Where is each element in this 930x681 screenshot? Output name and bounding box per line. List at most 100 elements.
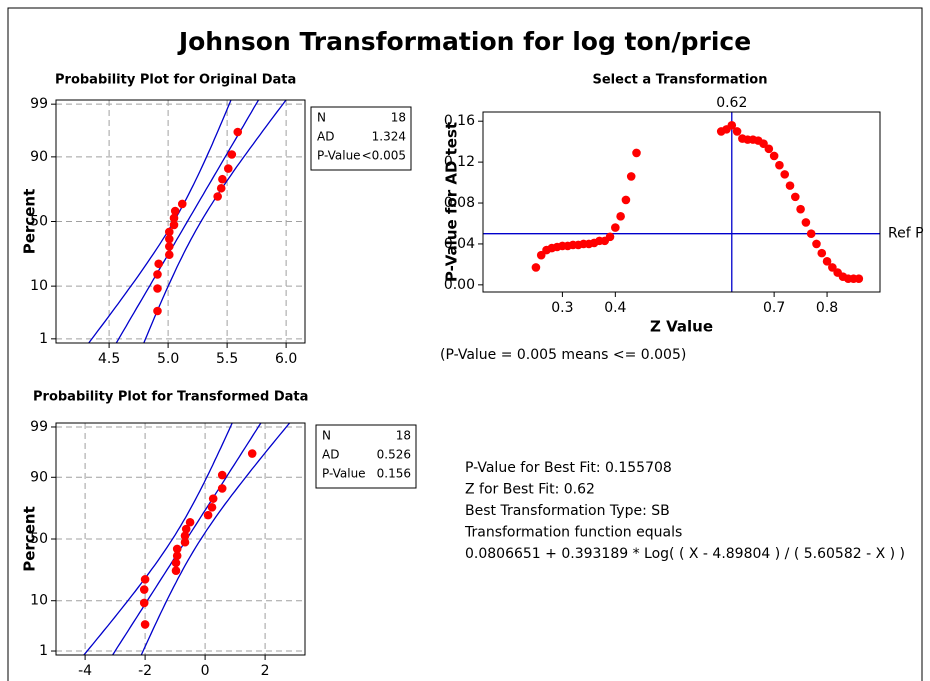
summary-line: Best Transformation Type: SB: [465, 503, 670, 519]
x-tick-label: 4.5: [98, 351, 120, 367]
y-tick-label: 1: [39, 643, 48, 659]
data-point: [812, 239, 821, 249]
x-tick-label: 0.3: [551, 300, 573, 316]
data-point: [153, 306, 162, 316]
data-point: [801, 218, 811, 227]
reference-label: Ref P: [888, 226, 924, 242]
data-point: [223, 164, 233, 173]
data-point: [185, 517, 195, 527]
summary-line: Transformation function equals: [464, 525, 682, 541]
y-tick-label: 10: [30, 593, 48, 609]
data-point: [785, 181, 795, 190]
y-tick-label: 0.12: [444, 154, 475, 170]
x-tick-label: 0.7: [763, 300, 785, 316]
y-axis-label: Percent: [21, 506, 39, 571]
y-tick-label: 1: [39, 331, 48, 347]
y-tick-label: 90: [30, 469, 48, 485]
y-tick-label: 0.08: [444, 195, 475, 211]
data-point: [605, 232, 615, 242]
data-point: [153, 284, 162, 293]
y-tick-label: 0.04: [444, 236, 475, 252]
y-tick-label: 50: [30, 214, 48, 230]
data-point: [139, 598, 149, 608]
x-tick-label: 0.4: [604, 300, 626, 316]
data-point: [233, 127, 243, 137]
y-axis-label: Percent: [21, 189, 39, 254]
data-point: [171, 558, 181, 568]
data-point: [759, 139, 768, 149]
confidence-band: [140, 423, 291, 655]
data-point: [817, 248, 827, 258]
stat-label: P-Value: [322, 467, 366, 481]
data-point: [791, 192, 800, 202]
summary-line: P-Value for Best Fit: 0.155708: [465, 460, 672, 476]
data-point: [621, 195, 631, 205]
data-point: [140, 620, 150, 629]
data-point: [727, 120, 737, 130]
stat-label: AD: [317, 130, 334, 144]
plot-frame: [55, 99, 306, 344]
data-point: [140, 575, 150, 584]
data-point: [796, 204, 805, 214]
data-point: [164, 234, 174, 244]
data-point: [170, 206, 180, 216]
data-point: [164, 227, 174, 237]
x-tick-label: 5.5: [216, 351, 238, 367]
data-point: [180, 531, 190, 541]
plot-frame: [482, 111, 881, 293]
data-point: [213, 192, 222, 201]
data-point: [626, 172, 636, 181]
stats-box: [310, 106, 412, 171]
data-point: [153, 270, 162, 279]
chart-title: Probability Plot for Original Data: [55, 73, 296, 88]
chart-title: Probability Plot for Transformed Data: [33, 390, 308, 405]
data-point: [611, 223, 620, 232]
stat-value: 18: [396, 429, 411, 443]
summary-line: Z for Best Fit: 0.62: [465, 482, 595, 498]
y-tick-label: 50: [30, 531, 48, 547]
stat-value: 0.526: [377, 448, 411, 462]
data-point: [169, 220, 179, 230]
data-point: [531, 263, 541, 272]
x-tick-label: 2: [261, 663, 270, 679]
x-tick-label: -4: [78, 663, 92, 679]
data-point: [172, 551, 182, 561]
data-point: [171, 566, 181, 576]
chart-title: Select a Transformation: [593, 73, 768, 88]
data-point: [775, 160, 784, 170]
data-point: [208, 494, 218, 503]
y-tick-label: 90: [30, 149, 48, 165]
data-point: [164, 250, 174, 260]
x-tick-label: 0.8: [816, 300, 838, 316]
y-axis-label: P-Value for AD test: [443, 122, 461, 282]
data-point: [172, 544, 182, 554]
data-point: [828, 263, 837, 272]
data-point: [616, 212, 625, 221]
x-tick-label: 0: [201, 663, 210, 679]
data-point: [154, 259, 163, 269]
data-point: [164, 242, 174, 251]
data-point: [780, 170, 790, 179]
data-point: [203, 510, 213, 520]
y-tick-label: 0.00: [444, 277, 475, 293]
stat-label: P-Value: [317, 149, 361, 163]
data-point: [180, 537, 190, 547]
x-tick-label: 6.0: [275, 351, 297, 367]
note: (P-Value = 0.005 means <= 0.005): [440, 347, 686, 363]
stat-label: N: [322, 429, 331, 443]
summary-line: 0.0806651 + 0.393189 * Log( ( X - 4.8980…: [465, 546, 905, 562]
data-point: [216, 183, 226, 193]
data-point: [632, 148, 641, 158]
data-point: [217, 484, 227, 493]
data-point: [822, 257, 832, 266]
data-point: [732, 127, 742, 136]
x-tick-label: 5.0: [157, 351, 179, 367]
stat-value: 18: [391, 111, 406, 125]
data-point: [769, 151, 779, 161]
stat-value: <0.005: [362, 149, 406, 163]
data-point: [764, 144, 774, 154]
reference-label: 0.62: [716, 95, 747, 111]
confidence-band: [83, 423, 233, 655]
data-point: [247, 449, 257, 458]
